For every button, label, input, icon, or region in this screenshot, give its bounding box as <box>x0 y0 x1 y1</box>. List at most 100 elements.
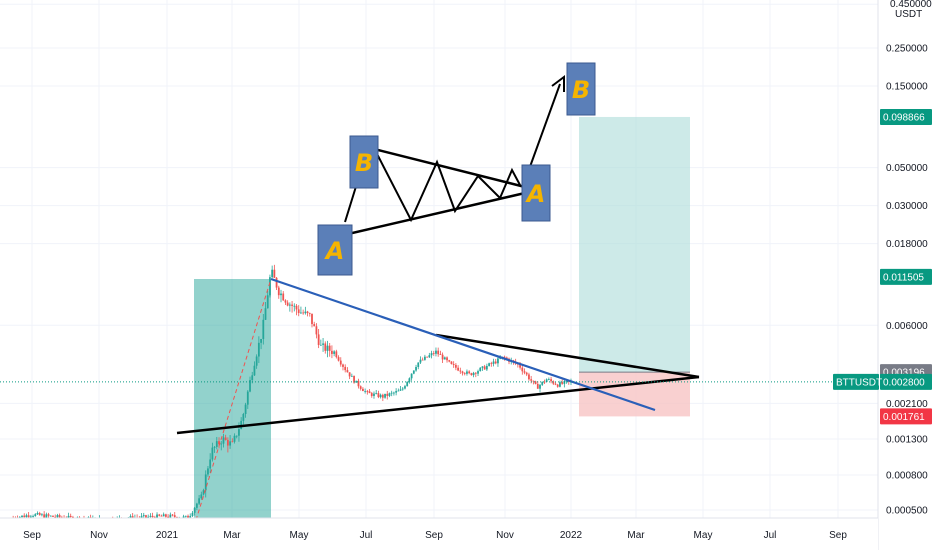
position-target-zone[interactable] <box>579 116 690 373</box>
candle-body <box>505 357 508 359</box>
candle-body <box>459 370 462 372</box>
resistance-trendline[interactable] <box>435 333 700 379</box>
price-tag-box <box>880 373 932 390</box>
candle-body <box>242 413 245 421</box>
y-tick-label: 0.018000 <box>886 239 928 250</box>
candle-body <box>38 513 41 516</box>
pattern-label-box <box>349 135 379 189</box>
candle-body <box>561 382 564 384</box>
x-tick-label: 2021 <box>156 530 179 541</box>
candle-body <box>528 374 530 380</box>
candle-body <box>266 295 269 309</box>
pattern-label-box <box>566 62 596 116</box>
candle-body <box>377 393 380 398</box>
candle-body <box>271 269 274 278</box>
candle-body <box>353 375 355 383</box>
candle-body <box>497 358 499 364</box>
candle-body <box>428 355 431 358</box>
candle-body <box>284 300 287 303</box>
candle-body <box>151 515 154 518</box>
candle-body <box>193 507 196 513</box>
candle-body <box>381 394 384 398</box>
candle-body <box>523 371 526 373</box>
candle-body <box>182 516 185 519</box>
candle-body <box>187 515 189 520</box>
y-tick-label: 0.030000 <box>886 201 928 212</box>
candle-body <box>362 388 364 392</box>
candle-body <box>430 353 433 356</box>
candle-body <box>547 379 550 381</box>
candle-body <box>67 515 70 519</box>
candle-body <box>36 513 39 515</box>
projection-dashed-line <box>195 278 272 521</box>
candle-body <box>282 293 285 301</box>
candle-body <box>457 367 460 371</box>
candle-body <box>541 381 544 385</box>
candle-body <box>342 364 344 367</box>
candle-body <box>370 393 373 396</box>
candle-body <box>410 373 413 379</box>
candle-body <box>368 391 371 394</box>
candle-body <box>269 277 271 296</box>
candle-body <box>295 305 298 310</box>
candle-body <box>226 439 229 446</box>
candle-body <box>49 515 52 517</box>
candle-body <box>499 358 502 360</box>
candle-body <box>463 373 466 375</box>
candle-body <box>277 287 280 296</box>
candle-body <box>530 379 533 381</box>
candle-body <box>257 342 260 357</box>
candle-body <box>273 269 276 278</box>
candle-body <box>231 441 234 443</box>
candle-body <box>474 372 477 374</box>
candle-body <box>364 391 367 392</box>
candle-body <box>359 386 362 389</box>
candle-body <box>490 363 493 365</box>
candle-body <box>435 350 437 354</box>
candle-body <box>238 429 240 436</box>
candle-body <box>485 365 488 370</box>
candle-body <box>244 404 247 414</box>
candle-body <box>488 363 490 366</box>
candle-body <box>331 350 333 354</box>
candle-body <box>481 366 484 368</box>
candle-body <box>552 381 555 384</box>
candle-body <box>286 302 289 306</box>
support-trendline[interactable] <box>176 375 700 435</box>
candle-body <box>536 383 539 389</box>
candle-body <box>390 392 393 394</box>
candle-body <box>344 366 347 371</box>
candle-body <box>477 371 479 374</box>
candle-body <box>317 334 320 345</box>
candle-body <box>399 389 402 391</box>
x-tick-label: Mar <box>223 530 241 541</box>
candle-body <box>140 516 143 518</box>
candle-body <box>328 345 331 351</box>
candle-body <box>452 364 455 365</box>
y-tick-label: 0.001300 <box>886 434 928 445</box>
blue-trendline[interactable] <box>270 277 656 412</box>
candle-body <box>264 308 267 320</box>
candle-body <box>417 362 420 368</box>
candle-body <box>479 367 482 372</box>
candle-body <box>160 515 163 517</box>
price-tag-box <box>880 108 932 125</box>
price-tag-label: 0.011505 <box>883 272 924 283</box>
price-tag-label: 0.001761 <box>883 412 925 423</box>
candle-body <box>406 381 409 387</box>
candle-body <box>319 344 322 346</box>
x-tick-label: Sep <box>829 530 847 541</box>
candle-body <box>466 371 468 374</box>
candle-body <box>492 361 495 364</box>
candle-body <box>25 515 28 518</box>
candle-body <box>315 326 318 335</box>
candle-body <box>388 393 391 396</box>
candle-body <box>291 304 293 306</box>
candle-body <box>525 372 528 375</box>
candle-body <box>355 380 358 383</box>
pattern-upper-line <box>369 146 526 189</box>
candle-body <box>169 514 172 518</box>
time-axis-panel <box>0 518 878 550</box>
candle-body <box>253 365 256 376</box>
